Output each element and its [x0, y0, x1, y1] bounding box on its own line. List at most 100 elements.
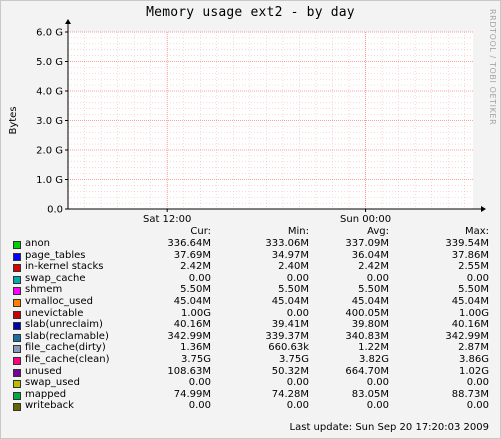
legend-row: unevictable 1.00G 0.00 400.05M 1.00G [13, 308, 489, 320]
legend-min: 5.50M [278, 284, 309, 296]
legend-swatch [13, 310, 21, 319]
legend-cur: 45.04M [173, 295, 211, 307]
legend-max: 342.99M [445, 330, 489, 342]
legend-max: 2.55M [458, 261, 489, 273]
legend-name: swap_used [25, 377, 80, 389]
legend-cur: 0.00 [188, 377, 211, 389]
chart-title: Memory usage ext2 - by day [146, 5, 355, 20]
legend-name: file_cache(dirty) [25, 342, 106, 354]
legend-max: 339.54M [445, 238, 489, 249]
legend-swatch [13, 252, 21, 261]
legend-max: 3.86G [458, 353, 489, 365]
legend-avg: 83.05M [351, 388, 389, 400]
legend-avg: 340.83M [345, 330, 389, 342]
y-axis-label: Bytes [8, 106, 19, 134]
legend-swatch [13, 403, 21, 412]
legend-cur: 336.64M [167, 238, 211, 249]
legend-cur: 2.42M [180, 261, 211, 273]
x-axis-arrow [481, 206, 486, 212]
legend-min: 0.00 [286, 377, 309, 389]
legend-max: 1.00G [458, 307, 489, 319]
legend-cur: 40.16M [173, 319, 211, 331]
legend-row: swap_used 0.00 0.00 0.00 0.00 [13, 377, 489, 389]
legend-row: file_cache(clean) 3.75G 3.75G 3.82G 3.86G [13, 354, 489, 366]
legend-avg: 400.05M [345, 307, 389, 319]
legend-max: 0.00 [466, 377, 489, 389]
axes [65, 19, 486, 212]
legend-name: swap_cache [25, 272, 86, 284]
y-tick-label: 2.0 G [36, 146, 63, 157]
legend-avg: 1.22M [358, 342, 389, 354]
legend-avg: 664.70M [345, 365, 389, 377]
legend-swatch [13, 241, 21, 249]
legend-max: 37.86M [451, 249, 489, 261]
legend: Cur: Min: Avg: Max: anon 336.64M 333.06M 33… [13, 226, 489, 412]
legend-avg: 0.00 [366, 400, 389, 412]
legend-name: slab(unreclaim) [25, 319, 103, 331]
legend-cur: 0.00 [188, 272, 211, 284]
legend-row: mapped 74.99M 74.28M 83.05M 88.73M [13, 389, 489, 401]
legend-cur: 342.99M [167, 330, 211, 342]
legend-row: anon 336.64M 333.06M 337.09M 339.54M [13, 238, 489, 250]
legend-max: 45.04M [451, 295, 489, 307]
legend-avg: 337.09M [345, 238, 389, 249]
tick-labels: 0.0 1.0 G 2.0 G 3.0 G 4.0 G 5.0 G 6.0 G Sat 12:… [36, 28, 391, 226]
legend-min: 0.00 [286, 272, 309, 284]
rrdtool-credit: RRDTOOL / TOBI OETIKER [488, 9, 497, 126]
legend-swatch [13, 287, 21, 296]
y-tick-label: 3.0 G [36, 116, 63, 127]
legend-max: 40.16M [451, 319, 489, 331]
legend-min: 2.40M [278, 261, 309, 273]
legend-row: slab(reclamable) 342.99M 339.37M 340.83M 342… [13, 331, 489, 343]
legend-cur: 108.63M [167, 365, 211, 377]
legend-min: 39.41M [271, 319, 309, 331]
legend-swatch [13, 264, 21, 273]
legend-swatch [13, 356, 21, 365]
legend-name: unevictable [25, 307, 84, 319]
legend-row: writeback 0.00 0.00 0.00 0.00 [13, 400, 489, 412]
legend-max: 88.73M [451, 388, 489, 400]
legend-name: page_tables [25, 249, 86, 261]
legend-swatch [13, 368, 21, 377]
legend-row: page_tables 37.69M 34.97M 36.04M 37.86M [13, 250, 489, 262]
legend-cur: 1.36M [180, 342, 211, 354]
x-tick-label: Sun 00:00 [340, 214, 391, 225]
legend-swatch [13, 380, 21, 389]
legend-avg: 0.00 [366, 272, 389, 284]
legend-min: 45.04M [271, 295, 309, 307]
legend-avg: 2.42M [358, 261, 389, 273]
legend-cur: 5.50M [180, 284, 211, 296]
legend-name: unused [25, 365, 62, 377]
legend-name: slab(reclamable) [25, 330, 109, 342]
chart-svg: 0.0 1.0 G 2.0 G 3.0 G 4.0 G 5.0 G 6.0 G Sat 12:… [8, 19, 486, 226]
legend-min: 74.28M [271, 388, 309, 400]
legend-cur: 1.00G [180, 307, 211, 319]
y-tick-label: 6.0 G [36, 28, 63, 39]
legend-name: in-kernel stacks [25, 261, 104, 273]
legend-name: mapped [25, 388, 67, 400]
legend-min: 34.97M [271, 249, 309, 261]
legend-row: file_cache(dirty) 1.36M 660.63k 1.22M 2.87M [13, 342, 489, 354]
header-min: Min: [287, 226, 309, 237]
legend-avg: 45.04M [351, 295, 389, 307]
legend-avg: 36.04M [351, 249, 389, 261]
header-cur: Cur: [190, 226, 211, 237]
legend-max: 0.00 [466, 272, 489, 284]
legend-name: vmalloc_used [25, 295, 94, 307]
y-tick-label: 5.0 G [36, 57, 63, 68]
legend-name: anon [25, 238, 50, 249]
x-tick-label: Sat 12:00 [143, 214, 191, 225]
y-axis-arrow [65, 19, 71, 24]
legend-min: 0.00 [286, 307, 309, 319]
legend-min: 50.32M [271, 365, 309, 377]
legend-row: shmem 5.50M 5.50M 5.50M 5.50M [13, 284, 489, 296]
header-avg: Avg: [367, 226, 389, 237]
legend-row: in-kernel stacks 2.42M 2.40M 2.42M 2.55M [13, 261, 489, 273]
y-tick-label: 0.0 [47, 205, 63, 216]
legend-name: writeback [25, 400, 74, 412]
legend-avg: 3.82G [358, 353, 389, 365]
legend-cur: 37.69M [173, 249, 211, 261]
legend-swatch [13, 333, 21, 342]
legend-max: 2.87M [458, 342, 489, 354]
